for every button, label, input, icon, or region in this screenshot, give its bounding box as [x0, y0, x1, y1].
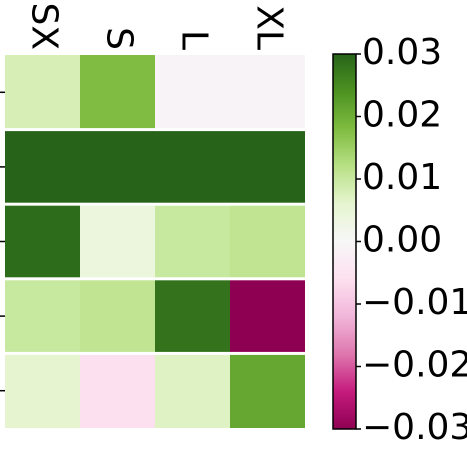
heatmap-cell	[155, 55, 230, 129]
x-tick-label: SX	[24, 2, 65, 50]
heatmap-cell	[155, 354, 230, 428]
colorbar-tick-label: 0.01	[362, 157, 442, 198]
heatmap-cell	[155, 205, 230, 278]
heatmap-cell	[80, 280, 155, 352]
colorbar	[332, 53, 357, 430]
heatmap-cell	[230, 131, 305, 203]
heatmap-cell	[80, 205, 155, 278]
heatmap-cell	[5, 354, 80, 428]
heatmap-cell	[155, 280, 230, 352]
heatmap-cell	[230, 354, 305, 428]
heatmap-cell	[230, 205, 305, 278]
x-tick-label: L	[174, 30, 215, 50]
colorbar-tick-label: −0.02	[362, 345, 467, 386]
heatmap-cell	[80, 55, 155, 129]
colorbar-tick-label: 0.02	[362, 95, 442, 136]
heatmap-cell	[5, 55, 80, 129]
heatmap-cell	[5, 280, 80, 352]
heatmap-cell	[80, 354, 155, 428]
x-tick-label: S	[99, 27, 140, 50]
heatmap-cell	[5, 205, 80, 278]
colorbar-tick-label: −0.01	[362, 282, 467, 323]
colorbar-tick-label: 0.00	[362, 220, 442, 261]
x-tick-label: XL	[249, 5, 290, 50]
heatmap-cell	[155, 131, 230, 203]
heatmap-cell	[80, 131, 155, 203]
colorbar-tick-label: −0.03	[362, 407, 467, 448]
colorbar-tick-label: 0.03	[362, 32, 442, 73]
heatmap-cell	[5, 131, 80, 203]
heatmap-cell	[230, 55, 305, 129]
heatmap-cell	[230, 280, 305, 352]
